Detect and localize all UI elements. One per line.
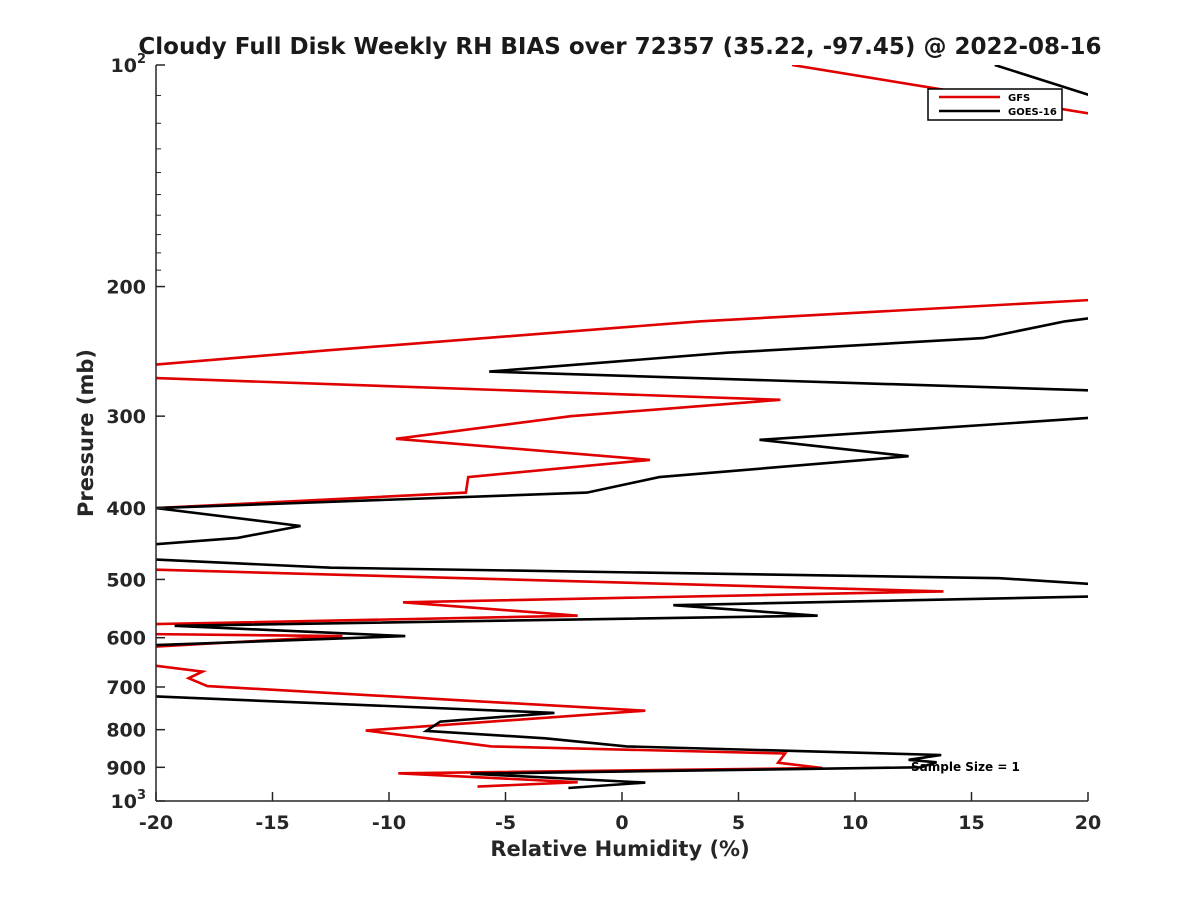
series-line-gfs (156, 298, 1088, 366)
series-line-gfs (156, 568, 944, 648)
x-tick-label: 15 (958, 812, 984, 834)
y-tick-label: 500 (106, 569, 146, 591)
x-tick-label: -20 (139, 812, 173, 834)
x-tick-label: 20 (1075, 812, 1101, 834)
legend: GFS GOES-16 (927, 88, 1063, 121)
x-tick-label: 5 (732, 812, 745, 834)
legend-label-goes16: GOES-16 (1008, 107, 1057, 118)
y-tick-label: 800 (106, 720, 146, 742)
y-tick-label: 900 (106, 757, 146, 779)
y-ticks: 102 200 300 400 500 600 700 800 900 103 (106, 52, 165, 813)
x-axis-label: Relative Humidity (%) (490, 837, 749, 861)
legend-box (927, 88, 1063, 121)
series-line-goes16 (156, 558, 1088, 586)
y-tick-label: 600 (106, 628, 146, 650)
x-tick-label: -5 (495, 812, 516, 834)
legend-label-gfs: GFS (1008, 93, 1030, 104)
series-line-goes16 (156, 416, 1088, 546)
y-tick-label: 102 (111, 52, 147, 77)
y-tick-label: 103 (111, 788, 147, 813)
series-line-gfs (156, 664, 823, 788)
x-ticks: -20 -15 -10 -5 0 5 10 15 20 (139, 792, 1101, 834)
y-tick-label: 300 (106, 406, 146, 428)
chart-title: Cloudy Full Disk Weekly RH BIAS over 723… (138, 34, 1101, 60)
y-tick-label: 700 (106, 677, 146, 699)
y-tick-label: 200 (106, 277, 146, 299)
x-tick-label: 10 (842, 812, 868, 834)
series-line-goes16 (489, 317, 1088, 392)
series-line-gfs (156, 376, 781, 510)
x-tick-label: -15 (255, 812, 289, 834)
series-layer (156, 65, 1088, 790)
x-tick-label: 0 (615, 812, 628, 834)
series-line-goes16 (156, 595, 1088, 647)
series-line-goes16 (994, 65, 1088, 97)
y-tick-label: 400 (106, 498, 146, 520)
x-tick-label: -10 (372, 812, 406, 834)
y-axis-label: Pressure (mb) (74, 349, 98, 517)
series-line-goes16 (156, 695, 942, 790)
sample-size-annotation: Sample Size = 1 (911, 760, 1020, 774)
